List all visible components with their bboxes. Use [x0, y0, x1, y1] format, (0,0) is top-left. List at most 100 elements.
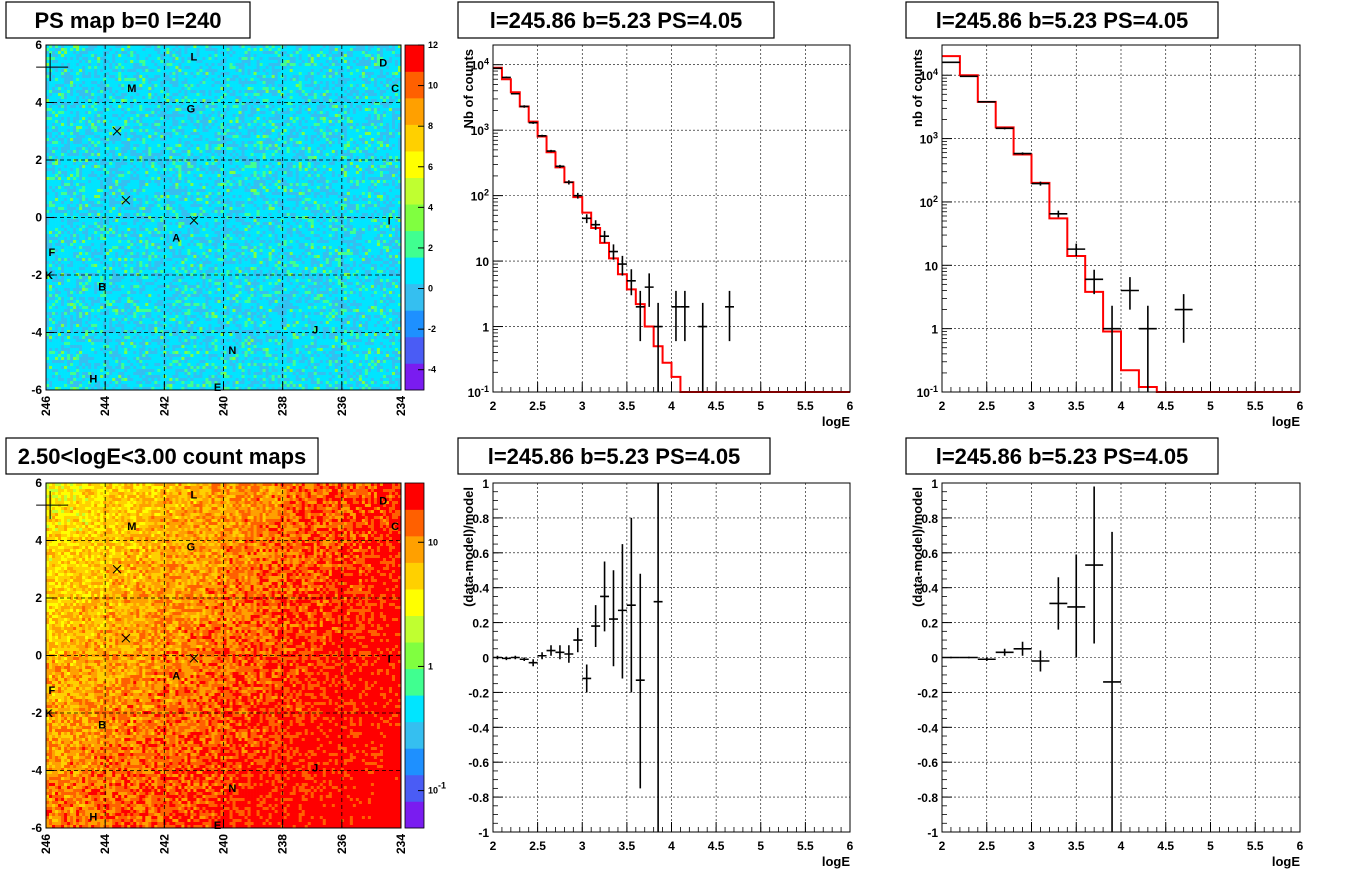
- heatmap-cell: [367, 87, 372, 91]
- heatmap-cell: [142, 48, 146, 52]
- heatmap-cell: [46, 87, 50, 91]
- heatmap-cell: [205, 51, 209, 55]
- heatmap-cell: [379, 57, 384, 61]
- heatmap-cell: [319, 75, 324, 79]
- heatmap-cell: [301, 87, 306, 91]
- heatmap-cell: [304, 153, 309, 157]
- heatmap-cell: [163, 99, 167, 103]
- heatmap-cell: [178, 123, 182, 127]
- heatmap-cell: [370, 48, 375, 52]
- heatmap-cell: [271, 63, 275, 67]
- heatmap-cell: [262, 78, 266, 82]
- heatmap-cell: [382, 102, 387, 106]
- heatmap-cell: [382, 153, 387, 157]
- heatmap-cell: [334, 75, 339, 79]
- heatmap-cell: [295, 138, 300, 142]
- heatmap-cell: [214, 93, 218, 97]
- heatmap-cell: [259, 78, 263, 82]
- heatmap-cell: [280, 63, 285, 67]
- heatmap-cell: [220, 66, 224, 70]
- heatmap-cell: [73, 120, 77, 124]
- heatmap-cell: [388, 51, 393, 55]
- heatmap-cell: [337, 84, 342, 88]
- heatmap-cell: [235, 75, 239, 79]
- heatmap-cell: [322, 159, 327, 163]
- heatmap-cell: [223, 96, 227, 100]
- heatmap-cell: [211, 90, 215, 94]
- heatmap-cell: [232, 132, 236, 136]
- heatmap-cell: [64, 54, 68, 58]
- heatmap-cell: [106, 66, 110, 70]
- heatmap-cell: [313, 54, 318, 58]
- heatmap-cell: [340, 111, 345, 115]
- heatmap-cell: [133, 150, 137, 154]
- heatmap-cell: [238, 93, 242, 97]
- heatmap-cell: [340, 75, 345, 79]
- heatmap-cell: [79, 138, 83, 142]
- heatmap-cell: [298, 93, 303, 97]
- heatmap-cell: [286, 120, 291, 124]
- heatmap-cell: [256, 63, 260, 67]
- heatmap-cell: [103, 120, 107, 124]
- heatmap-cell: [274, 108, 278, 112]
- heatmap-cell: [346, 45, 351, 49]
- heatmap-cell: [343, 144, 348, 148]
- heatmap-cell: [187, 117, 191, 121]
- heatmap-cell: [118, 75, 122, 79]
- heatmap-cell: [142, 168, 146, 172]
- heatmap-cell: [340, 129, 345, 133]
- heatmap-cell: [208, 150, 212, 154]
- heatmap-cell: [172, 153, 176, 157]
- heatmap-cell: [385, 81, 390, 85]
- heatmap-cell: [223, 126, 227, 130]
- heatmap-cell: [169, 120, 173, 124]
- heatmap-cell: [214, 63, 218, 67]
- heatmap-cell: [352, 126, 357, 130]
- heatmap-cell: [79, 150, 83, 154]
- heatmap-cell: [277, 75, 282, 79]
- heatmap-cell: [262, 156, 266, 160]
- heatmap-cell: [283, 81, 288, 85]
- heatmap-cell: [148, 75, 152, 79]
- heatmap-cell: [64, 102, 68, 106]
- heatmap-cell: [271, 69, 275, 73]
- heatmap-cell: [142, 75, 146, 79]
- heatmap-cell: [97, 69, 101, 73]
- heatmap-cell: [124, 87, 128, 91]
- heatmap-cell: [325, 45, 330, 49]
- heatmap-cell: [382, 99, 387, 103]
- heatmap-cell: [307, 114, 312, 118]
- heatmap-cell: [145, 147, 149, 151]
- heatmap-cell: [208, 63, 212, 67]
- heatmap-cell: [64, 156, 68, 160]
- heatmap-cell: [253, 84, 257, 88]
- heatmap-cell: [388, 105, 393, 109]
- heatmap-cell: [55, 108, 59, 112]
- heatmap-cell: [256, 147, 260, 151]
- heatmap-cell: [58, 75, 62, 79]
- heatmap-cell: [319, 105, 324, 109]
- heatmap-cell: [364, 153, 369, 157]
- heatmap-cell: [82, 81, 86, 85]
- heatmap-cell: [259, 135, 263, 139]
- heatmap-cell: [163, 135, 167, 139]
- heatmap-cell: [202, 72, 206, 76]
- heatmap-cell: [352, 93, 357, 97]
- heatmap-cell: [46, 159, 50, 163]
- heatmap-cell: [313, 87, 318, 91]
- heatmap-cell: [394, 144, 399, 148]
- heatmap-cell: [319, 81, 324, 85]
- heatmap-cell: [385, 57, 390, 61]
- heatmap-cell: [190, 69, 194, 73]
- heatmap-cell: [385, 144, 390, 148]
- heatmap-cell: [67, 105, 71, 109]
- heatmap-cell: [145, 51, 149, 55]
- heatmap-cell: [67, 108, 71, 112]
- heatmap-cell: [115, 69, 119, 73]
- heatmap-cell: [286, 84, 291, 88]
- heatmap-cell: [244, 114, 248, 118]
- heatmap-cell: [319, 69, 324, 73]
- heatmap-cell: [115, 105, 119, 109]
- heatmap-cell: [328, 60, 333, 64]
- heatmap-cell: [148, 114, 152, 118]
